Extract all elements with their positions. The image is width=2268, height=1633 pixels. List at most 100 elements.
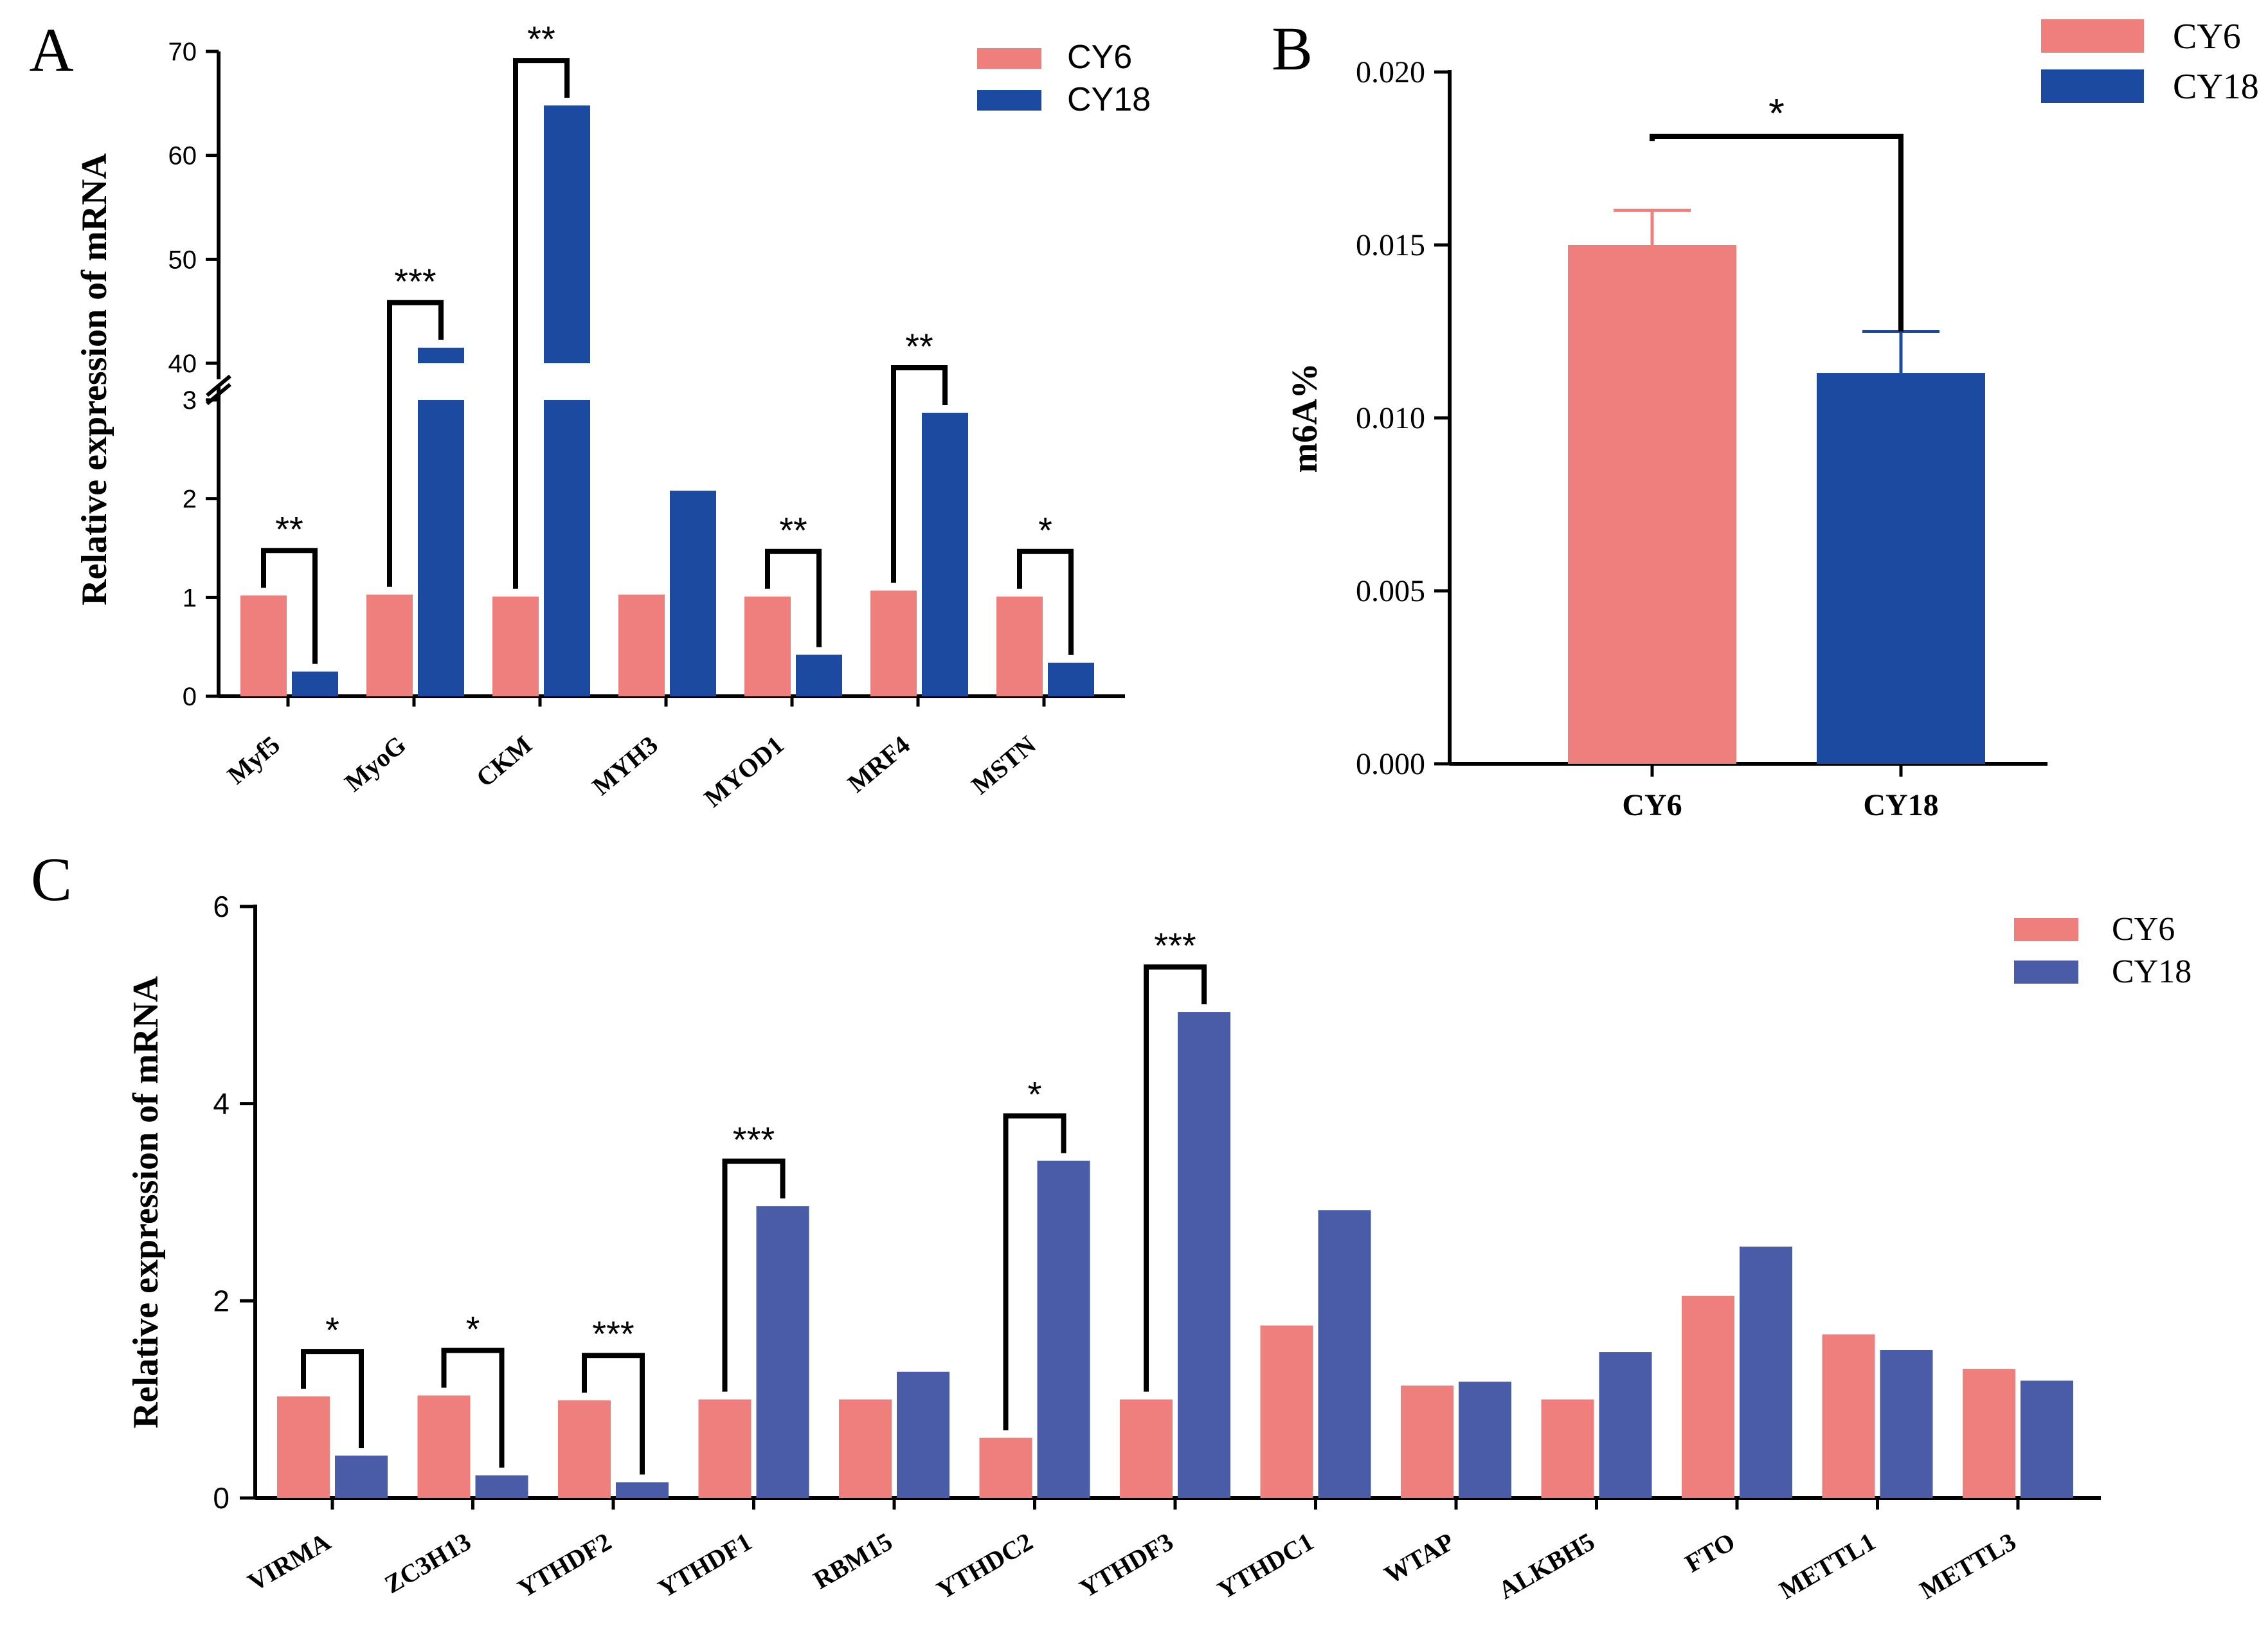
panel-c-significance-bracket <box>1144 964 1207 1392</box>
bar-cy6 <box>1682 1295 1734 1498</box>
panel-a-ytick-label: 1 <box>183 584 197 612</box>
bar-cy6 <box>1568 245 1736 764</box>
panel-c-category-label: METTL1 <box>1774 1527 1880 1605</box>
bar-cy6 <box>366 594 413 696</box>
bar-cy18 <box>1037 1160 1090 1498</box>
bar-cy18 <box>616 1482 669 1498</box>
panel-c-significance-label: * <box>325 1310 339 1350</box>
bar-cy18 <box>544 400 590 696</box>
bar-cy18 <box>1318 1210 1371 1498</box>
panel-label-a: A <box>29 15 73 84</box>
panel-b-significance-bracket <box>1650 134 1904 332</box>
bar-cy6 <box>1822 1334 1875 1498</box>
panel-b-ytick-label: 0.010 <box>1356 401 1425 435</box>
bar-cy18 <box>897 1371 950 1498</box>
panel-a-significance-label: ** <box>527 19 555 59</box>
bar-cy18 <box>1048 662 1094 696</box>
panel-a-ylabel: Relative expression of mRNA <box>75 153 114 606</box>
bar-cy18 <box>756 1206 809 1498</box>
bar-cy18 <box>922 412 968 696</box>
panel-c-significance-label: *** <box>592 1313 634 1354</box>
panel-label-b: B <box>1272 14 1313 83</box>
bar-cy6 <box>1260 1325 1313 1498</box>
panel-a-ytick-label: 3 <box>183 386 197 415</box>
bar-cy6 <box>698 1399 752 1498</box>
bar-cy6 <box>417 1395 471 1498</box>
panel-c-category-label: WTAP <box>1380 1527 1459 1589</box>
panel-c-category-label: YTHDF3 <box>1074 1527 1178 1603</box>
panel-c-category-label: RBM15 <box>809 1527 897 1595</box>
panel-c-category-label: YTHDC1 <box>1212 1527 1318 1605</box>
legend-b-label-cy18: CY18 <box>2173 67 2259 107</box>
panel-a-significance-bracket <box>513 58 570 589</box>
panel-a-significance-label: ** <box>905 326 933 366</box>
bar-cy18 <box>418 400 464 696</box>
bar-cy6 <box>240 595 287 696</box>
panel-a-category-label: MyoG <box>339 730 411 797</box>
panel-c-significance-bracket <box>582 1353 645 1475</box>
bar-cy18 <box>292 671 338 696</box>
legend-c-swatch-cy18 <box>2014 961 2078 984</box>
bar-cy18 <box>1599 1352 1652 1498</box>
panel-c-ytick-label: 4 <box>213 1087 230 1121</box>
panel-b-significance-label: * <box>1769 90 1785 136</box>
bar-cy18-upper <box>544 105 590 364</box>
panel-a-significance-label: ** <box>275 509 303 549</box>
panel-c-significance-label: *** <box>733 1119 775 1160</box>
panel-b-category-label: CY18 <box>1863 788 1938 822</box>
panel-a-ytick-label: 2 <box>183 485 197 514</box>
bar-cy18 <box>475 1475 528 1498</box>
panel-a-ytick-label: 40 <box>168 350 197 378</box>
panel-c-significance-bracket <box>441 1348 505 1468</box>
panel-a-significance-label: ** <box>779 510 807 550</box>
panel-c-category-label: ALKBH5 <box>1493 1527 1599 1605</box>
panel-a-ytick-label: 50 <box>168 246 197 274</box>
panel-a-ytick-label: 60 <box>168 142 197 170</box>
bar-cy18 <box>1880 1350 1933 1498</box>
legend-a-label-cy18: CY18 <box>1067 81 1151 118</box>
panel-b-ytick-label: 0.020 <box>1356 55 1425 89</box>
panel-c-significance-label: *** <box>1154 925 1196 966</box>
bar-cy6 <box>996 596 1043 696</box>
panel-a-significance-bracket <box>891 365 948 583</box>
legend-a-swatch-cy6 <box>977 48 1041 69</box>
bar-cy6 <box>744 596 791 696</box>
panel-b-ytick-label: 0.000 <box>1356 747 1425 781</box>
panel-c-category-label: YTHDF1 <box>653 1527 757 1603</box>
bar-cy6 <box>1541 1399 1594 1498</box>
legend-a-label-cy6: CY6 <box>1067 39 1132 76</box>
bar-cy6 <box>277 1396 330 1498</box>
bar-cy18 <box>796 654 842 696</box>
panel-a-significance-bracket <box>261 548 318 664</box>
panel-a-category-label: CKM <box>471 730 537 792</box>
panel-label-c: C <box>31 845 72 914</box>
panel-a-significance-bracket <box>387 300 444 587</box>
legend-c-swatch-cy6 <box>2014 918 2078 941</box>
panel-b-ytick-label: 0.015 <box>1356 228 1425 262</box>
panel-a-significance-bracket <box>765 548 822 647</box>
legend-c-label-cy6: CY6 <box>2112 911 2175 948</box>
bar-cy18 <box>2021 1380 2073 1498</box>
legend-c-label-cy18: CY18 <box>2112 953 2192 990</box>
panel-a-significance-bracket <box>1017 548 1074 655</box>
panel-b-ytick-label: 0.005 <box>1356 574 1425 608</box>
panel-c-significance-bracket <box>1003 1113 1066 1430</box>
bar-cy6 <box>1401 1385 1454 1498</box>
bar-cy18-upper <box>418 347 464 363</box>
panel-c-significance-bracket <box>722 1159 786 1392</box>
bar-cy18 <box>670 491 716 696</box>
panel-a-category-label: MYH3 <box>587 730 663 800</box>
bar-cy6 <box>1120 1399 1173 1498</box>
panel-c-category-label: YTHDF2 <box>512 1527 616 1603</box>
panel-a-ytick-label: 0 <box>183 683 197 711</box>
bar-cy18 <box>1178 1012 1230 1498</box>
panel-c-significance-bracket <box>301 1349 364 1448</box>
panel-c-category-label: FTO <box>1680 1527 1740 1578</box>
panel-c-ylabel: Relative expression of mRNA <box>126 976 166 1429</box>
panel-c-category-label: METTL3 <box>1915 1527 2021 1605</box>
bar-cy18 <box>335 1456 388 1498</box>
panel-a-category-label: MYOD1 <box>699 730 789 813</box>
legend-a-swatch-cy18 <box>977 90 1041 111</box>
bar-cy18 <box>1740 1247 1792 1498</box>
